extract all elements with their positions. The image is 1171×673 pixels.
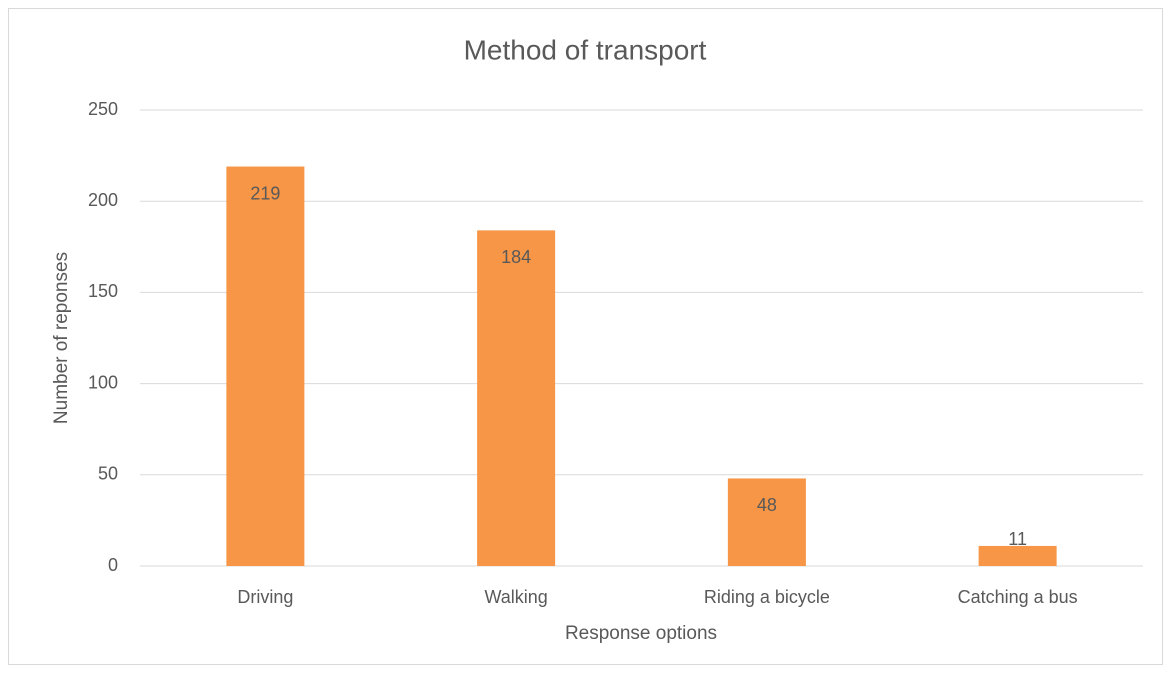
bar (226, 166, 305, 566)
y-tick-label: 0 (108, 555, 118, 575)
data-label: 219 (250, 183, 280, 203)
bar (477, 230, 556, 566)
y-axis-label: Number of reponses (51, 252, 72, 424)
chart-title: Method of transport (464, 34, 707, 65)
data-label: 184 (501, 247, 531, 267)
x-tick-label: Walking (484, 587, 547, 607)
x-tick-label: Catching a bus (958, 587, 1078, 607)
data-label: 11 (1008, 529, 1027, 549)
y-tick-label: 150 (88, 281, 118, 301)
bar (727, 478, 806, 566)
x-tick-label: Driving (237, 587, 293, 607)
bar (978, 545, 1057, 566)
y-tick-label: 100 (88, 372, 118, 392)
x-tick-label: Riding a bicycle (704, 587, 830, 607)
data-label: 48 (757, 495, 777, 515)
x-axis-label: Response options (565, 623, 717, 644)
chart-border (8, 8, 1163, 665)
y-tick-label: 250 (88, 99, 118, 119)
y-tick-label: 50 (98, 464, 118, 484)
y-tick-label: 200 (88, 190, 118, 210)
